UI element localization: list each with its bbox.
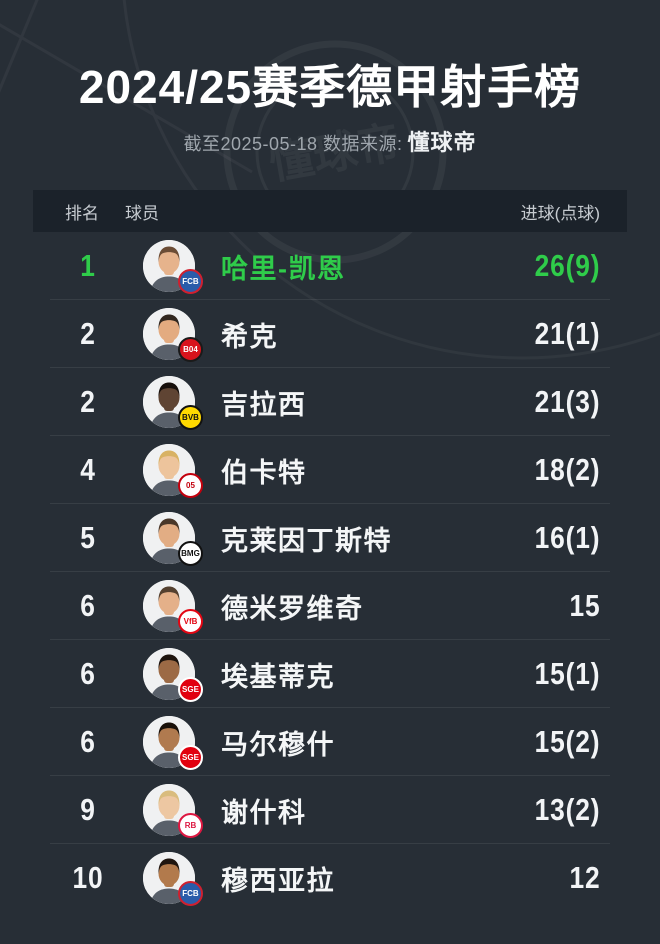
- col-goals-label: 进球(点球): [520, 203, 600, 223]
- player-avatar: SGE: [143, 648, 203, 702]
- rank-cell: 6: [80, 656, 96, 691]
- table-row: 6 SGE 埃基蒂克 15(1): [33, 640, 627, 708]
- player-avatar: BVB: [143, 376, 203, 430]
- goals-cell: 13(2): [534, 792, 600, 827]
- col-player-label: 球员: [125, 203, 159, 223]
- player-name: 哈里-凯恩: [221, 253, 346, 284]
- goals-cell: 21(1): [534, 316, 600, 351]
- table-row: 6 SGE 马尔穆什 15(2): [33, 708, 627, 776]
- page-title: 2024/25赛季德甲射手榜: [78, 61, 582, 113]
- rank-cell: 4: [80, 452, 96, 487]
- player-name: 谢什科: [221, 797, 307, 828]
- goals-cell: 26(9): [534, 248, 600, 283]
- masthead: 2024/25赛季德甲射手榜 截至2025-05-18 数据来源: 懂球帝: [0, 0, 660, 190]
- page-subtitle: 截至2025-05-18 数据来源: 懂球帝: [0, 125, 660, 157]
- club-badge-icon-bayer-leverkusen: B04: [178, 337, 203, 362]
- rank-cell: 1: [80, 248, 96, 283]
- table-row: 5 BMG 克莱因丁斯特 16(1): [33, 504, 627, 572]
- rank-cell: 10: [72, 860, 104, 895]
- player-name: 埃基蒂克: [221, 661, 335, 692]
- club-badge-icon-borussia-dortmund: BVB: [178, 405, 203, 430]
- rank-cell: 5: [80, 520, 96, 555]
- table-row: 2 BVB 吉拉西 21(3): [33, 368, 627, 436]
- subtitle-text: 截至2025-05-18 数据来源:: [183, 133, 403, 154]
- club-badge-icon-rb-leipzig: RB: [178, 813, 203, 838]
- rank-cell: 2: [80, 316, 96, 351]
- table-header: 排名 球员 进球(点球): [33, 190, 627, 232]
- player-avatar: SGE: [143, 716, 203, 770]
- club-badge-icon-bayern-munich: FCB: [178, 269, 203, 294]
- table-row: 6 VfB 德米罗维奇 15: [33, 572, 627, 640]
- player-name: 马尔穆什: [221, 729, 335, 760]
- brand-logo-text: 懂球帝: [407, 129, 477, 155]
- rank-cell: 9: [80, 792, 96, 827]
- player-avatar: B04: [143, 308, 203, 362]
- goals-cell: 18(2): [534, 452, 600, 487]
- goals-cell: 12: [568, 860, 600, 895]
- rank-cell: 6: [80, 588, 96, 623]
- player-name: 德米罗维奇: [221, 593, 364, 624]
- col-rank-label: 排名: [65, 203, 99, 223]
- goals-cell: 21(3): [534, 384, 600, 419]
- player-avatar: RB: [143, 784, 203, 838]
- player-photo-icon: [143, 308, 195, 360]
- table-row: 1 FCB 哈里-凯恩 26(9): [33, 232, 627, 300]
- player-avatar: VfB: [143, 580, 203, 634]
- club-badge-icon-vfb-stuttgart: VfB: [178, 609, 203, 634]
- player-name: 伯卡特: [221, 457, 307, 488]
- club-badge-icon-borussia-moenchengladbach: BMG: [178, 541, 203, 566]
- player-name: 吉拉西: [221, 389, 307, 420]
- rank-cell: 6: [80, 724, 96, 759]
- player-name: 希克: [221, 321, 278, 352]
- club-badge-icon-bayern-munich: FCB: [178, 881, 203, 906]
- table-row: 4 05 伯卡特 18(2): [33, 436, 627, 504]
- player-name: 克莱因丁斯特: [221, 525, 392, 556]
- goals-cell: 15: [568, 588, 600, 623]
- table-row: 2 B04 希克 21(1): [33, 300, 627, 368]
- player-name: 穆西亚拉: [221, 865, 335, 896]
- table-body: 1 FCB 哈里-凯恩 26(9) 2: [33, 232, 627, 912]
- player-avatar: FCB: [143, 852, 203, 906]
- club-badge-icon-mainz-05: 05: [178, 473, 203, 498]
- player-avatar: FCB: [143, 240, 203, 294]
- goals-cell: 15(1): [534, 656, 600, 691]
- table-row: 9 RB 谢什科 13(2): [33, 776, 627, 844]
- scorers-table: 排名 球员 进球(点球) 1 FCB 哈里-凯恩 26(9) 2: [33, 190, 627, 912]
- player-avatar: BMG: [143, 512, 203, 566]
- club-badge-icon-eintracht-frankfurt: SGE: [178, 745, 203, 770]
- player-avatar: 05: [143, 444, 203, 498]
- table-row: 10 FCB 穆西亚拉 12: [33, 844, 627, 912]
- rank-cell: 2: [80, 384, 96, 419]
- goals-cell: 15(2): [534, 724, 600, 759]
- goals-cell: 16(1): [534, 520, 600, 555]
- club-badge-icon-eintracht-frankfurt: SGE: [178, 677, 203, 702]
